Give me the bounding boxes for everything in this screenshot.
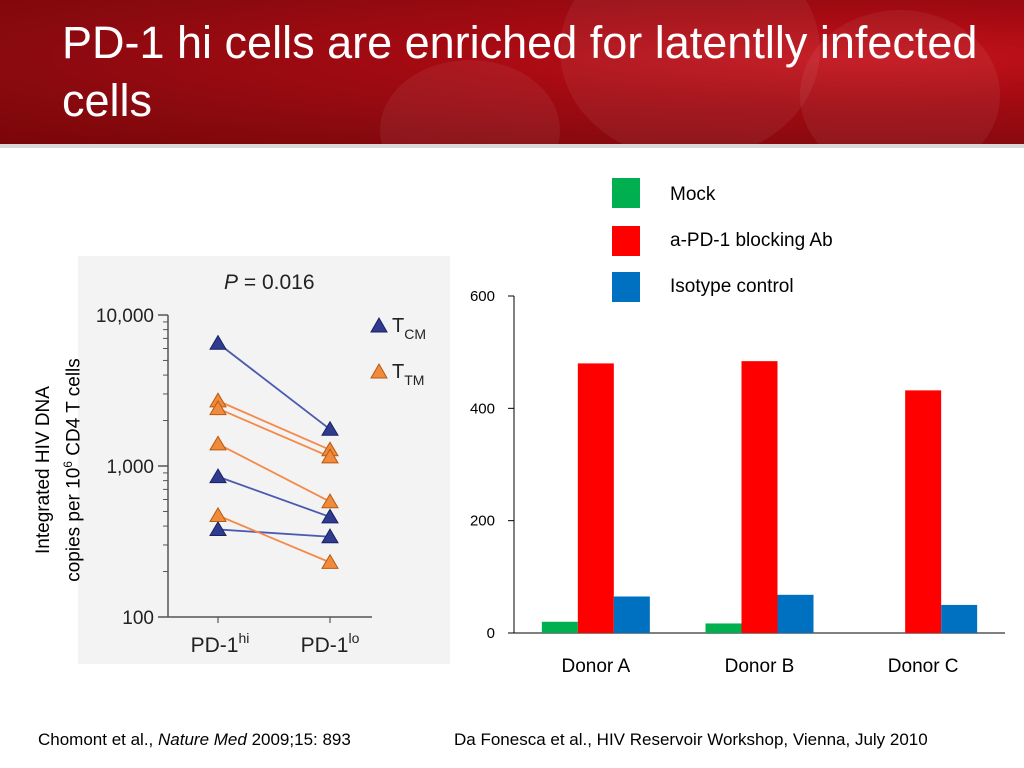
citation-dafonesca: Da Fonesca et al., HIV Reservoir Worksho… [454, 730, 928, 749]
legend-tcm-label: TCM [392, 315, 426, 342]
citation-authors: Chomont et al., [38, 730, 159, 749]
legend-label-blocking: a-PD-1 blocking Ab [670, 230, 833, 251]
legend-ttm-marker [370, 362, 388, 379]
ttm-marker [321, 448, 339, 464]
legend-tcm-marker [370, 316, 388, 333]
tcm-marker [209, 334, 227, 350]
bar-a-pd-1-blocking-ab [741, 361, 778, 633]
bar-isotype-control [613, 596, 650, 633]
slide-title: PD-1 hi cells are enriched for latentlly… [62, 17, 978, 126]
legend-item-mock: Mock [612, 178, 912, 208]
bar-isotype-control [941, 604, 978, 633]
p-value: = 0.016 [238, 271, 314, 294]
ttm-marker [209, 506, 227, 523]
scatter-y-tick-label: 1,000 [106, 457, 154, 478]
ttm-marker [209, 435, 227, 451]
legend-swatch-blocking [612, 226, 640, 256]
title-banner: PD-1 hi cells are enriched for latentlly… [0, 0, 1024, 144]
scatter-pair-line [217, 514, 331, 564]
bar-category-label: Donor B [725, 656, 795, 677]
legend-ttm-label: TTM [392, 361, 424, 388]
legend-label-isotype: Isotype control [670, 276, 794, 297]
banner-cell-shape [560, 0, 820, 144]
bar-mock [705, 623, 742, 633]
ttm-marker [209, 400, 227, 416]
citation-volume: 2009;15: 893 [246, 730, 351, 749]
scatter-pair-line [217, 407, 331, 458]
bar-layer: 0 200 400 600 Donor A Donor B Donor C [470, 288, 1005, 677]
xtick-label-pd1-hi: PD-1hi [191, 630, 250, 657]
p-symbol: P [224, 271, 238, 294]
banner-cell-shape [800, 10, 1000, 144]
scatter-y-tick-label: 10,000 [96, 306, 154, 327]
scatter-panel [78, 256, 450, 664]
xtick-label-pd1-lo: PD-1lo [301, 630, 360, 657]
bar-y-tick-label: 200 [470, 513, 495, 530]
tcm-marker [321, 528, 339, 544]
ttm-marker [321, 493, 339, 509]
bar-y-tick-label: 400 [470, 400, 495, 417]
bar-category-label: Donor A [562, 656, 631, 677]
legend-item-blocking: a-PD-1 blocking Ab [612, 226, 912, 256]
citation-chomont: Chomont et al., Nature Med 2009;15: 893 [38, 730, 351, 750]
bar-y-tick-label: 600 [470, 288, 495, 305]
scatter-pair-line [217, 475, 331, 518]
scatter-pair-line [217, 528, 331, 538]
header-divider [0, 144, 1024, 148]
bar-category-label: Donor C [888, 656, 959, 677]
bar-a-pd-1-blocking-ab [905, 390, 942, 633]
legend-swatch-isotype [612, 272, 640, 302]
bar-y-tick-label: 0 [487, 625, 495, 642]
bar-a-pd-1-blocking-ab [577, 363, 614, 633]
tcm-marker [209, 520, 227, 536]
legend-item-isotype: Isotype control [612, 272, 912, 302]
scatter-pair-line [217, 400, 331, 451]
scatter-pair-line [217, 342, 331, 431]
scatter-layer: 100 1,000 10,000 [96, 306, 372, 629]
p-value-annotation: P = 0.016 [224, 271, 315, 294]
scatter-y-tick-label: 100 [122, 608, 154, 629]
legend-label-mock: Mock [670, 184, 716, 205]
bar-mock [541, 621, 578, 633]
citation-journal: Nature Med [158, 730, 247, 749]
bar-isotype-control [777, 594, 814, 633]
legend-swatch-mock [612, 178, 640, 208]
scatter-legend: TCM TTM [370, 315, 426, 388]
scatter-pair-line [217, 443, 331, 503]
tcm-marker [321, 420, 339, 436]
tcm-marker [321, 508, 339, 524]
tcm-marker [209, 468, 227, 484]
ttm-marker [321, 553, 339, 569]
